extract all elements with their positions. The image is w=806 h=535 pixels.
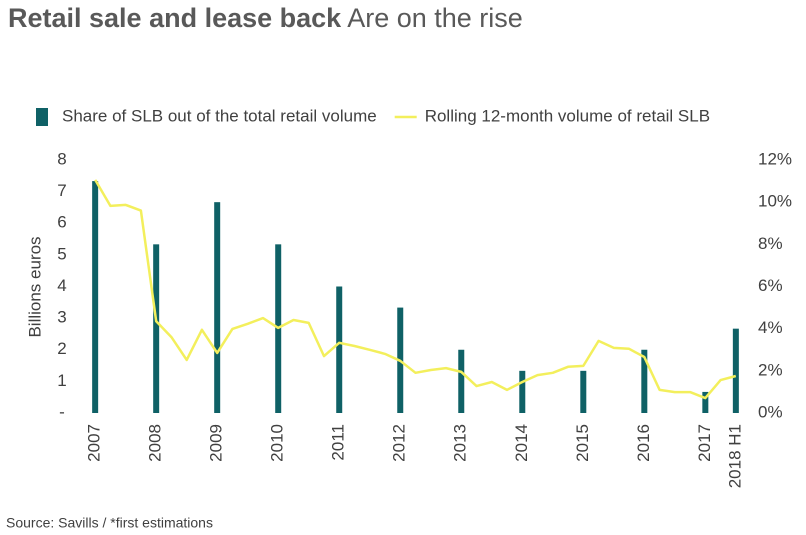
- line: [94, 179, 737, 400]
- y-tick-label: 6: [57, 213, 66, 232]
- bar: [641, 349, 648, 413]
- y-tick-label: 8: [57, 149, 66, 168]
- y-tick-label: 3: [57, 308, 66, 327]
- y2-tick-label: 10%: [758, 192, 792, 211]
- y2-tick-label: 4%: [758, 318, 783, 337]
- bar: [732, 328, 739, 413]
- x-tick-label: 2010: [268, 424, 287, 462]
- y-axis-label: Billions euros: [25, 236, 44, 337]
- x-tick-label: 2008: [146, 424, 165, 462]
- x-tick-label: 2014: [512, 424, 531, 462]
- y2-tick-label: 0%: [758, 402, 783, 421]
- y-tick-label: 7: [57, 181, 66, 200]
- y2-tick-label: 12%: [758, 149, 792, 168]
- y-tick-label: 2: [57, 339, 66, 358]
- x-tick-label: 2013: [451, 424, 470, 462]
- x-tick-label: 2015: [573, 424, 592, 462]
- legend-label: Rolling 12-month volume of retail SLB: [425, 106, 710, 125]
- y-tick-label: 4: [57, 276, 66, 295]
- y-tick-label: 1: [57, 371, 66, 390]
- bar: [92, 181, 99, 413]
- x-tick-label: 2011: [329, 424, 348, 461]
- source-note: Source: Savills / *first estimations: [6, 515, 213, 531]
- bar: [153, 244, 160, 413]
- bar: [458, 349, 465, 413]
- x-tick-label: 2016: [634, 424, 653, 462]
- chart-heading: Retail sale and lease back Are on the ris…: [8, 3, 523, 33]
- legend-label: Share of SLB out of the total retail vol…: [62, 106, 377, 125]
- bar: [336, 286, 343, 413]
- x-tick-label: 2007: [85, 424, 104, 462]
- bar: [702, 391, 709, 413]
- y2-tick-label: 6%: [758, 276, 783, 295]
- y2-tick-label: 2%: [758, 360, 783, 379]
- x-tick-label: 2012: [390, 424, 409, 462]
- x-tick-label: 2018 H1: [725, 424, 744, 488]
- y-tick-label: 5: [57, 244, 66, 263]
- bar: [519, 370, 526, 413]
- y2-tick-label: 8%: [758, 234, 783, 253]
- x-tick-label: 2017: [695, 424, 714, 462]
- x-tick-label: 2009: [207, 424, 226, 462]
- bar: [214, 202, 221, 413]
- chart-subtitle: Are on the rise: [347, 3, 523, 33]
- chart-title: Retail sale and lease back: [8, 3, 342, 33]
- y-tick-label: -: [59, 402, 65, 421]
- legend-swatch: [36, 108, 48, 126]
- bar: [580, 370, 587, 413]
